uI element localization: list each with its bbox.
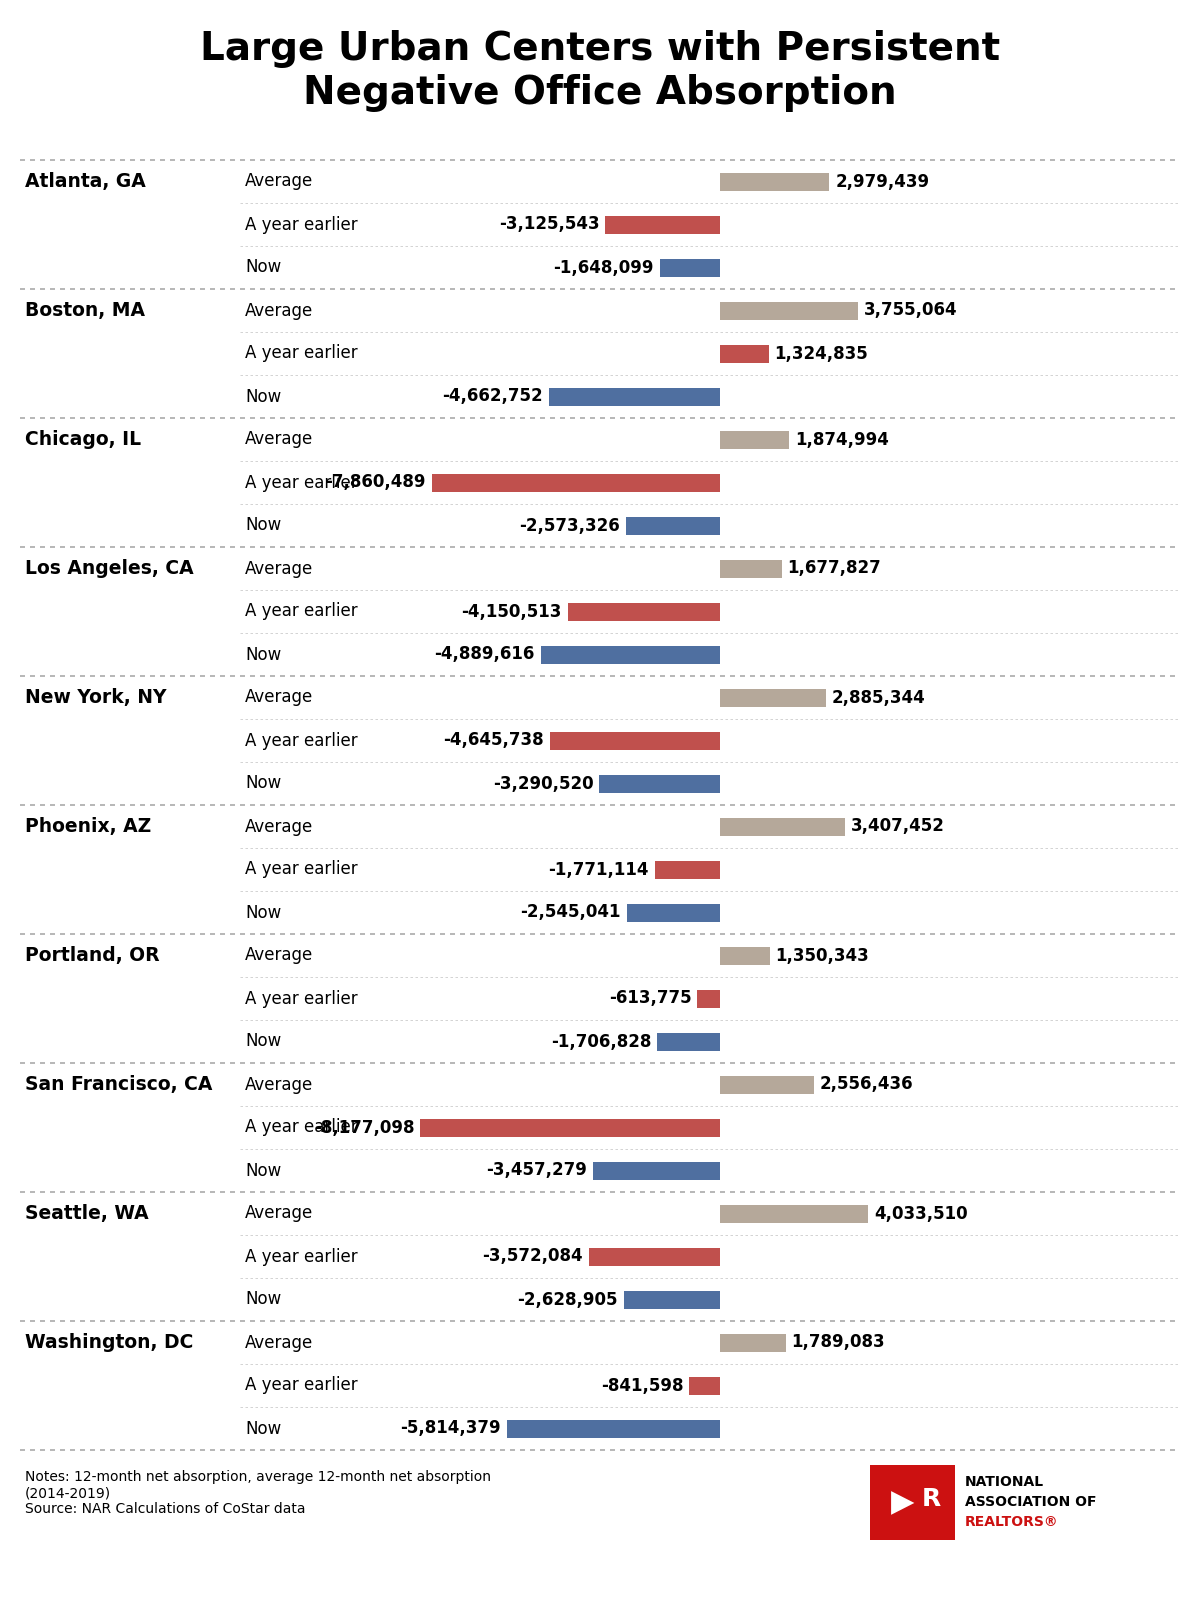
Text: Portland, OR: Portland, OR [25,946,160,965]
Text: Now: Now [245,1162,281,1179]
Text: 2,979,439: 2,979,439 [835,173,929,190]
Bar [720,818,845,835]
Text: 1,789,083: 1,789,083 [792,1333,886,1352]
Text: A year earlier: A year earlier [245,731,358,749]
Text: Average: Average [245,818,313,835]
Bar [626,904,720,922]
Text: Now: Now [245,645,281,664]
Text: -1,648,099: -1,648,099 [553,259,654,277]
Text: Chicago, IL: Chicago, IL [25,430,142,450]
Text: Now: Now [245,904,281,922]
Text: Average: Average [245,1205,313,1222]
Bar [720,1333,786,1352]
Text: Now: Now [245,259,281,277]
Text: Washington, DC: Washington, DC [25,1333,193,1352]
Bar [697,989,720,1008]
Text: -4,150,513: -4,150,513 [462,603,562,621]
Bar [593,1162,720,1179]
Text: ▶: ▶ [890,1488,914,1517]
Text: -4,889,616: -4,889,616 [434,645,535,664]
Bar [720,560,781,578]
Text: Now: Now [245,387,281,405]
Text: Average: Average [245,430,313,448]
Text: A year earlier: A year earlier [245,861,358,878]
Bar [720,344,768,363]
Text: Boston, MA: Boston, MA [25,301,145,320]
Bar [432,474,720,491]
Bar [550,387,720,405]
Text: Average: Average [245,173,313,190]
Text: -5,814,379: -5,814,379 [400,1419,500,1437]
Bar [550,731,720,749]
Bar [624,1291,720,1309]
Text: New York, NY: New York, NY [25,688,167,707]
Bar [720,947,769,965]
Text: -4,662,752: -4,662,752 [443,387,544,405]
Text: Average: Average [245,1075,313,1093]
Bar [655,861,720,878]
Text: A year earlier: A year earlier [245,344,358,363]
Text: A year earlier: A year earlier [245,216,358,234]
Text: -4,645,738: -4,645,738 [443,731,544,749]
Text: Average: Average [245,688,313,707]
Text: R: R [922,1486,941,1510]
Text: Notes: 12-month net absorption, average 12-month net absorption
(2014-2019)
Sour: Notes: 12-month net absorption, average … [25,1470,491,1517]
Text: -2,628,905: -2,628,905 [517,1291,618,1309]
Text: A year earlier: A year earlier [245,1376,358,1395]
Text: Average: Average [245,560,313,578]
Bar [506,1419,720,1437]
Text: A year earlier: A year earlier [245,989,358,1008]
Text: 2,556,436: 2,556,436 [820,1075,913,1093]
Bar [568,603,720,621]
Text: -1,771,114: -1,771,114 [548,861,649,878]
Bar [689,1376,720,1395]
Text: -7,860,489: -7,860,489 [325,474,426,491]
Text: Now: Now [245,774,281,792]
Text: -3,125,543: -3,125,543 [499,216,599,234]
Bar [720,1075,814,1093]
Text: -2,545,041: -2,545,041 [520,904,620,922]
Bar [660,259,720,277]
Text: 1,874,994: 1,874,994 [794,430,889,448]
Text: Now: Now [245,517,281,534]
Bar [870,1466,955,1539]
Text: 4,033,510: 4,033,510 [874,1205,967,1222]
Text: -8,177,098: -8,177,098 [313,1118,414,1136]
Text: Now: Now [245,1032,281,1051]
Bar [658,1032,720,1051]
Text: -613,775: -613,775 [608,989,691,1008]
Bar [541,645,720,664]
Text: 1,350,343: 1,350,343 [775,947,869,965]
Text: Phoenix, AZ: Phoenix, AZ [25,818,151,835]
Bar [589,1248,720,1266]
Text: 2,885,344: 2,885,344 [832,688,925,707]
Text: -3,290,520: -3,290,520 [493,774,593,792]
Text: Los Angeles, CA: Los Angeles, CA [25,558,193,578]
Text: NATIONAL: NATIONAL [965,1475,1044,1490]
Bar [605,216,720,234]
Text: 1,677,827: 1,677,827 [787,560,881,578]
Text: A year earlier: A year earlier [245,1248,358,1266]
Text: Average: Average [245,301,313,320]
Text: A year earlier: A year earlier [245,603,358,621]
Text: -841,598: -841,598 [601,1376,683,1395]
Text: A year earlier: A year earlier [245,474,358,491]
Text: -1,706,828: -1,706,828 [551,1032,652,1051]
Bar [720,301,858,320]
Text: -2,573,326: -2,573,326 [518,517,619,534]
Text: REALTORS®: REALTORS® [965,1515,1058,1530]
Text: 1,324,835: 1,324,835 [774,344,869,363]
Bar [599,774,720,792]
Text: 3,407,452: 3,407,452 [851,818,944,835]
Text: San Francisco, CA: San Francisco, CA [25,1075,212,1094]
Bar [420,1118,720,1136]
Text: 3,755,064: 3,755,064 [864,301,958,320]
Text: -3,572,084: -3,572,084 [482,1248,583,1266]
Text: Average: Average [245,1333,313,1352]
Text: Now: Now [245,1291,281,1309]
Text: Seattle, WA: Seattle, WA [25,1203,149,1222]
Text: A year earlier: A year earlier [245,1118,358,1136]
Bar [625,517,720,534]
Bar [720,173,829,190]
Bar [720,1205,868,1222]
